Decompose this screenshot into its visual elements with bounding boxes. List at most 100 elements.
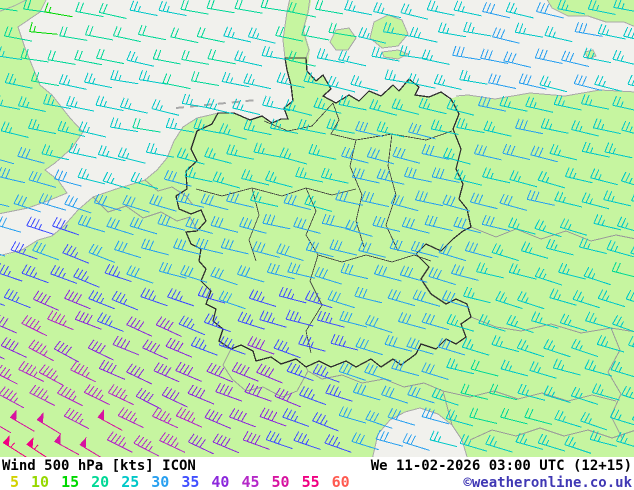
wind-barb — [106, 431, 133, 453]
wind-barb — [426, 0, 455, 16]
wind-barb — [234, 50, 263, 67]
wind-barb — [530, 311, 559, 329]
wind-barb — [339, 310, 368, 328]
wind-barb — [77, 167, 106, 185]
wind-barb — [165, 337, 193, 358]
wind-barb — [210, 266, 238, 286]
wind-barb — [161, 386, 188, 408]
wind-barb — [612, 315, 634, 333]
wind-barb — [32, 241, 60, 261]
wind-barb — [241, 169, 270, 186]
wind-barb — [287, 50, 316, 67]
wind-barb — [106, 217, 134, 236]
wind-barb — [54, 433, 80, 456]
wind-barb — [460, 383, 489, 400]
wind-barb — [559, 313, 588, 332]
wind-barb — [64, 289, 91, 310]
wind-barb — [403, 166, 432, 183]
wind-barb — [178, 315, 206, 336]
wind-barb — [28, 339, 54, 362]
wind-barb — [410, 240, 439, 258]
country-border — [470, 226, 634, 242]
wind-barb — [159, 432, 186, 453]
wind-barb — [203, 313, 231, 333]
wind-barb — [324, 434, 352, 453]
wind-barb — [305, 240, 334, 258]
wind-barb — [43, 94, 72, 110]
wind-barb — [481, 214, 510, 232]
wind-barb — [415, 190, 444, 207]
wind-barb — [469, 192, 498, 210]
wind-barb — [478, 313, 506, 332]
scale-value: 60 — [331, 473, 350, 490]
wind-barb — [93, 193, 122, 212]
wind-barb — [26, 216, 54, 235]
wind-barb — [250, 190, 279, 207]
wind-barb — [304, 290, 333, 309]
wind-barb — [312, 412, 339, 432]
wind-barb — [180, 0, 209, 15]
wind-barb — [200, 193, 229, 211]
wind-barb — [559, 218, 588, 236]
wind-barb — [190, 71, 220, 86]
wind-barb — [0, 263, 23, 282]
wind-barb — [537, 170, 566, 189]
wind-barb — [195, 237, 224, 255]
wind-barb — [441, 290, 470, 308]
wind-barb — [400, 3, 429, 20]
wind-barb — [205, 98, 234, 115]
wind-barb — [269, 118, 298, 134]
wind-barb — [117, 407, 144, 429]
wind-barb — [399, 265, 428, 283]
wind-barb — [308, 143, 337, 160]
wind-barb — [285, 309, 314, 327]
wind-barb — [549, 144, 578, 161]
wind-barb — [508, 217, 536, 235]
wind-barb — [244, 382, 272, 402]
wind-barb — [212, 433, 240, 454]
wind-barb — [220, 238, 249, 255]
wind-barb — [430, 119, 459, 135]
wind-barb — [126, 316, 153, 337]
wind-barb — [293, 217, 321, 234]
wind-barb — [558, 262, 586, 280]
wind-barb — [387, 407, 416, 426]
wind-barb — [129, 216, 158, 235]
wind-barb — [616, 431, 634, 447]
wind-barb — [355, 120, 384, 137]
wind-barb — [297, 118, 326, 135]
wind-barb — [338, 50, 367, 67]
wind-barb — [175, 407, 203, 428]
wind-barb — [0, 364, 18, 385]
wind-barb — [526, 189, 555, 206]
wind-barb — [515, 118, 544, 135]
wind-barb — [57, 384, 83, 407]
wind-barb — [606, 239, 634, 258]
wind-barb — [492, 27, 520, 44]
wind-barb — [29, 21, 58, 35]
wind-barb — [428, 267, 456, 286]
wind-barb — [52, 216, 80, 236]
wind-barb — [365, 410, 393, 429]
wind-barb — [451, 264, 479, 281]
state-border — [317, 254, 432, 263]
wind-barb — [581, 141, 610, 158]
wind-barb — [453, 216, 482, 234]
wind-barb — [66, 96, 95, 112]
wind-barb — [176, 147, 205, 165]
wind-barb — [102, 171, 131, 190]
wind-barb — [407, 385, 435, 404]
wind-barb — [145, 142, 175, 158]
country-border — [92, 196, 198, 231]
wind-barb — [170, 27, 199, 44]
wind-barb — [381, 385, 409, 404]
coastline — [371, 407, 468, 458]
wind-barb — [524, 407, 552, 425]
wind-barb — [0, 216, 22, 233]
wind-barb — [341, 146, 369, 164]
wind-barb — [584, 359, 613, 377]
wind-barb — [77, 214, 106, 233]
wind-barb — [204, 408, 231, 429]
wind-barb — [609, 408, 634, 426]
wind-barb — [112, 335, 140, 356]
